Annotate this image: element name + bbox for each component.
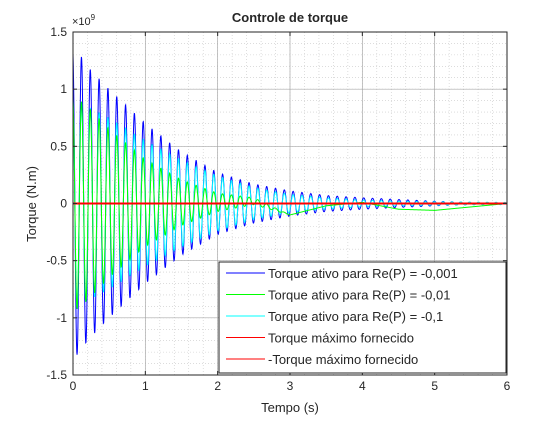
- x-tick-label: 2: [214, 379, 221, 393]
- x-tick-labels: 0 1 2 3 4 5 6: [70, 379, 511, 393]
- x-tick-label: 0: [70, 379, 77, 393]
- x-tick-label: 5: [431, 379, 438, 393]
- y-tick-label: 1.5: [50, 25, 67, 39]
- legend-label: Torque ativo para Re(P) = -0,001: [268, 266, 458, 281]
- legend-label: Torque máximo fornecido: [268, 331, 414, 346]
- x-tick-label: 1: [142, 379, 149, 393]
- y-tick-label: -1: [56, 311, 67, 325]
- y-tick-label: -0.5: [46, 254, 67, 268]
- legend-label: Torque ativo para Re(P) = -0,01: [268, 288, 450, 303]
- y-tick-label: 1: [60, 82, 67, 96]
- x-axis-label: Tempo (s): [261, 400, 319, 415]
- x-tick-label: 6: [504, 379, 511, 393]
- legend-label: Torque ativo para Re(P) = -0,1: [268, 309, 443, 324]
- y-tick-label: 0.5: [50, 139, 67, 153]
- y-tick-label: 0: [60, 197, 67, 211]
- x-tick-label: 4: [359, 379, 366, 393]
- y-exponent-base: ×10: [72, 16, 91, 28]
- series-layer: [72, 53, 508, 355]
- y-exponent-power: 9: [91, 13, 96, 22]
- y-axis-label: Torque (N.m): [24, 166, 39, 242]
- y-tick-labels: -1.5 -1 -0.5 0 0.5 1 1.5: [46, 25, 67, 382]
- legend-box: [218, 261, 507, 374]
- legend: Torque ativo para Re(P) = -0,001 Torque a…: [218, 261, 507, 374]
- legend-label: -Torque máximo fornecido: [268, 352, 418, 367]
- y-tick-label: -1.5: [46, 368, 67, 382]
- y-exponent: ×109: [72, 13, 96, 28]
- series-line-1: [72, 98, 508, 309]
- x-tick-label: 3: [287, 379, 294, 393]
- chart-title: Controle de torque: [232, 10, 348, 25]
